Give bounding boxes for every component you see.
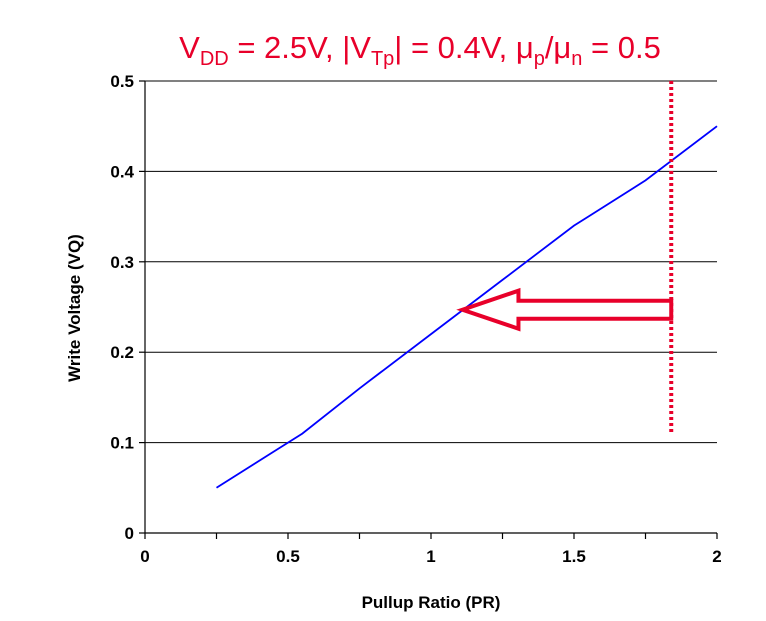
title-subscript: n — [571, 48, 582, 70]
tick-labels: 0 0.1 0.2 0.3 0.4 0.5 0 0.5 1 1.5 2 — [110, 72, 721, 566]
hollow-arrow — [456, 287, 674, 332]
title-subscript: Tp — [371, 48, 394, 70]
chart-title: VDD = 2.5V, |VTp| = 0.4V, μp/μn = 0.5 — [179, 30, 661, 70]
title-subscript: p — [534, 48, 545, 70]
x-tick-label: 1 — [426, 547, 435, 566]
x-tick-label: 0 — [140, 547, 149, 566]
x-axis-title: Pullup Ratio (PR) — [362, 593, 501, 612]
x-tick-label: 0.5 — [276, 547, 300, 566]
y-axis-title: Write Voltage (VQ) — [65, 234, 84, 382]
title-segment: | = 0.4V, μ — [394, 30, 533, 65]
title-segment: V — [179, 30, 200, 65]
y-tick-label: 0 — [125, 524, 134, 543]
y-tick-label: 0.3 — [110, 253, 134, 272]
y-tick-label: 0.4 — [110, 162, 134, 181]
y-tick-label: 0.5 — [110, 72, 134, 91]
x-tick-label: 1.5 — [562, 547, 586, 566]
annotations — [456, 81, 674, 434]
title-segment: = 0.5 — [582, 30, 660, 65]
title-subscript: DD — [200, 48, 229, 70]
y-tick-label: 0.1 — [110, 434, 134, 453]
title-segment: /μ — [545, 30, 571, 65]
title-segment: = 2.5V, |V — [229, 30, 372, 65]
y-tick-label: 0.2 — [110, 343, 134, 362]
x-tick-label: 2 — [712, 547, 721, 566]
grid-lines — [145, 80, 717, 444]
